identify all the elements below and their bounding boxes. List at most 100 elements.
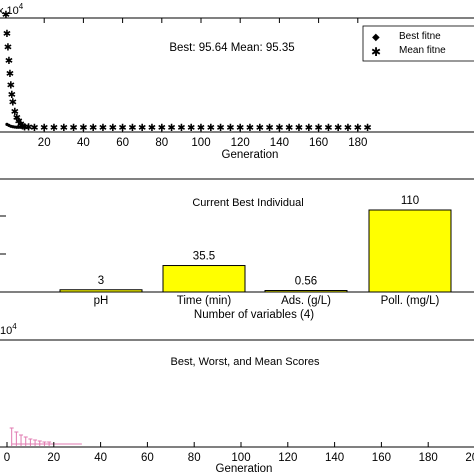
scores-xlabel: Generation [216,463,273,474]
bar-chart-title: Current Best Individual [192,197,303,209]
best-fitness-point [160,125,164,129]
best-fitness-point [170,125,174,129]
scores-x-tick-label: 20 [47,452,60,464]
fitness-legend: ◆ Best fitne ✱ Mean fitne [362,25,474,62]
best-fitness-point [336,125,340,129]
fitness-xlabel: Generation [222,149,279,161]
best-fitness-point [81,125,85,129]
best-fitness-point [238,125,242,129]
best-fitness-point [72,125,76,129]
best-fitness-point [209,125,213,129]
fitness-x-ticks: 20 40 60 80 100 120 140 160 180 [38,18,367,149]
best-fitness-point [52,125,56,129]
bar-1 [162,265,246,293]
scores-x-tick-label: 60 [141,452,154,464]
best-fitness-point [23,125,27,129]
best-fitness-point [150,125,154,129]
fitness-exponent-label: x 104 [0,2,24,17]
scores-x-tick-label: 200 [465,452,474,464]
bar-xlabel: Number of variables (4) [194,309,314,321]
mean-fitness-point: ✱ [8,90,16,101]
legend-mean-label: Mean fitne [399,45,446,56]
best-fitness-point [268,125,272,129]
mean-fitness-point: ✱ [3,29,11,40]
fitness-x-tick-label: 120 [231,137,250,149]
fitness-panel: x 104 20 40 60 80 100 120 140 160 180 ✱✱✱✱✱✱✱✱✱✱… [0,2,474,161]
scores-x-tick-label: 100 [231,452,250,464]
scores-exponent-label: 104 [0,322,17,337]
bar-category-label: Ads. (g/L) [281,295,331,307]
scores-x-tick-label: 120 [278,452,297,464]
bar-value-label: 110 [401,195,419,207]
best-fitness-point [42,125,46,129]
scores-x-tick-label: 80 [188,452,201,464]
bar-category-label: Time (min) [177,295,232,307]
scores-title: Best, Worst, and Mean Scores [171,356,320,368]
best-fitness-point [130,125,134,129]
bar-value-label: 3 [98,275,104,287]
bar-value-label: 35.5 [193,251,215,263]
bar-3 [368,209,452,293]
scores-x-ticks: 0 20 40 60 80 100 120 140 160 180 200 [4,442,474,464]
scores-x-tick-label: 140 [325,452,344,464]
best-fitness-point [228,125,232,129]
best-fitness-point [317,125,321,129]
mean-fitness-point: ✱ [15,117,23,128]
bar-category-label: Poll. (mg/L) [381,295,440,307]
fitness-x-tick-label: 60 [116,137,129,149]
best-fitness-point [248,125,252,129]
mean-fitness-point: ✱ [13,113,21,124]
mean-fitness-point: ✱ [9,98,17,109]
scores-x-tick-label: 0 [4,452,10,464]
best-fitness-point [199,125,203,129]
best-fitness-point [111,125,115,129]
legend-mean-marker: ✱ [371,45,381,59]
best-fitness-point [121,125,125,129]
best-individual-panel: Current Best Individual 3 pH 35.5 Time (min… [0,178,474,321]
fitness-x-tick-label: 100 [191,137,210,149]
fitness-points: ✱✱✱✱✱✱✱✱✱✱✱✱✱✱✱✱✱✱✱✱✱✱✱✱✱✱✱✱✱✱✱✱✱✱✱✱✱✱✱✱… [2,10,372,134]
fitness-annotation: Best: 95.64 Mean: 95.35 [169,42,294,54]
scores-trace [9,427,82,446]
best-fitness-point [366,125,370,129]
fitness-x-tick-label: 180 [348,137,367,149]
fitness-x-tick-label: 20 [38,137,51,149]
mean-fitness-point: ✱ [2,10,10,21]
scores-x-tick-label: 160 [372,452,391,464]
best-fitness-point [297,125,301,129]
best-fitness-point [326,125,330,129]
bar-2 [264,290,348,293]
best-fitness-point [101,125,105,129]
best-fitness-point [62,125,66,129]
best-fitness-point [179,125,183,129]
best-fitness-point [91,125,95,129]
scores-x-tick-label: 40 [94,452,107,464]
scores-x-tick-label: 180 [419,452,438,464]
fitness-x-tick-label: 40 [77,137,90,149]
mean-fitness-point: ✱ [5,56,13,67]
fitness-x-tick-label: 140 [270,137,289,149]
bar-0 [59,289,143,293]
mean-fitness-point: ✱ [6,69,14,80]
scores-panel: 104 Best, Worst, and Mean Scores 0 20 40 60… [0,322,474,474]
best-fitness-point [287,125,291,129]
fitness-x-tick-label: 160 [309,137,328,149]
legend-best-label: Best fitne [399,31,441,42]
best-fitness-point [258,125,262,129]
bar-group: 3 pH 35.5 Time (min) 0.56 Ads. (g/L) 110 Poll. … [59,195,452,307]
best-fitness-point [26,125,31,129]
legend-box [362,25,474,62]
fitness-x-tick-label: 80 [155,137,168,149]
best-fitness-point [140,125,144,129]
best-fitness-point [189,125,193,129]
bar-category-label: pH [94,295,109,307]
best-fitness-point [307,125,311,129]
best-fitness-point [356,125,360,129]
mean-fitness-point: ✱ [11,107,19,118]
legend-best-marker: ◆ [372,32,380,43]
best-fitness-point [219,125,223,129]
mean-fitness-point: ✱ [7,81,15,92]
best-fitness-point [277,125,281,129]
bar-value-label: 0.56 [295,276,317,288]
